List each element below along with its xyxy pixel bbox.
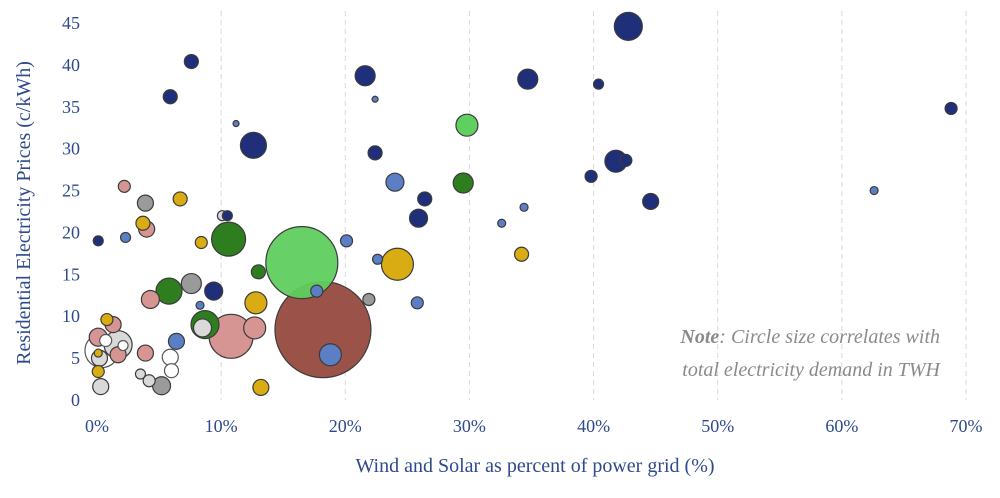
bubble-point [380,247,415,281]
bubble-point [592,78,605,90]
bubble-point [250,264,266,280]
bubble-point [642,192,660,211]
bubble-point [944,101,958,116]
bubble-point [117,339,129,352]
x-tick-label: 0% [85,416,109,436]
bubble-point [92,235,104,247]
bubble-point [93,348,103,358]
x-tick-label: 50% [701,416,734,436]
x-axis-ticks: 0% 10% 20% 30% 40% 50% 60% 70% [85,416,983,436]
y-tick-label: 15 [62,264,80,284]
bubble-point [119,231,132,244]
bubble-point [163,363,180,379]
bubble-point [385,172,405,192]
bubble-point [172,191,188,207]
y-tick-label: 0 [71,390,80,410]
bubble-point [252,378,270,397]
bubble-point [613,11,643,41]
bubble-point [194,235,208,250]
x-tick-label: 20% [329,416,362,436]
bubble-point [210,221,247,257]
bubble-point [371,95,379,103]
y-tick-label: 30 [62,139,80,159]
x-axis-title: Wind and Solar as percent of power grid … [355,455,714,477]
bubble-point [584,169,598,183]
y-tick-label: 45 [62,13,80,33]
bubble-point [519,202,529,212]
bubble-point [265,226,339,300]
y-axis-title: Residential Electricity Prices (c/kWh) [13,61,35,365]
bubble-point [135,215,151,231]
bubble-point [155,277,183,305]
bubble-point [100,312,114,327]
y-axis-ticks: 0 5 10 15 20 25 30 35 40 45 [62,13,80,410]
bubble-point [136,344,155,362]
bubble-point [221,210,233,222]
bubble-point [452,172,474,194]
note-line-1: Note: Circle size correlates with [679,326,940,348]
bubble-point [167,332,186,350]
y-tick-label: 5 [71,348,80,368]
bubble-series [84,11,958,397]
bubble-point [192,318,213,338]
y-tick-label: 20 [62,222,80,242]
note-line-1-rest: : Circle size correlates with [719,326,940,348]
bubble-point [239,131,268,159]
bubble-point [195,300,205,310]
bubble-point [99,333,113,348]
bubble-point [455,113,479,137]
x-tick-label: 30% [453,416,486,436]
y-tick-label: 10 [62,306,80,326]
y-tick-label: 35 [62,97,80,117]
bubble-point [136,194,155,212]
bubble-point [517,68,539,90]
x-tick-label: 70% [950,416,983,436]
bubble-point [232,119,240,128]
bubble-point [204,281,224,301]
bubble-point [142,374,156,388]
bubble-point [318,343,342,367]
bubble-point [417,191,433,207]
bubble-point [244,291,268,315]
bubble-point [162,89,178,105]
bubble-point [371,253,384,265]
bubble-point [497,218,507,228]
bubble-point [869,185,879,196]
bubble-point [410,296,424,310]
bubble-point [134,368,147,380]
bubble-point [161,348,179,366]
bubble-point [180,272,202,295]
bubble-point [367,145,383,161]
bubble-point [354,65,376,87]
bubble-point [513,246,530,262]
bubble-point [91,364,105,379]
note-box: Note: Circle size correlates with total … [679,326,941,381]
x-tick-label: 60% [825,416,858,436]
bubble-point [408,208,429,228]
x-tick-label: 40% [577,416,610,436]
bubble-point [310,284,324,298]
bubble-point [92,377,110,396]
bubble-point [362,292,376,307]
note-line-2: total electricity demand in TWH [682,359,941,381]
y-tick-label: 25 [62,181,80,201]
x-tick-label: 10% [205,416,238,436]
bubble-point [339,234,354,248]
bubble-point [117,179,131,193]
bubble-point [619,153,633,167]
y-tick-label: 40 [62,55,80,75]
note-lead: Note [679,326,719,348]
bubble-point [140,289,160,310]
bubble-point [243,316,267,340]
bubble-point [183,53,199,70]
